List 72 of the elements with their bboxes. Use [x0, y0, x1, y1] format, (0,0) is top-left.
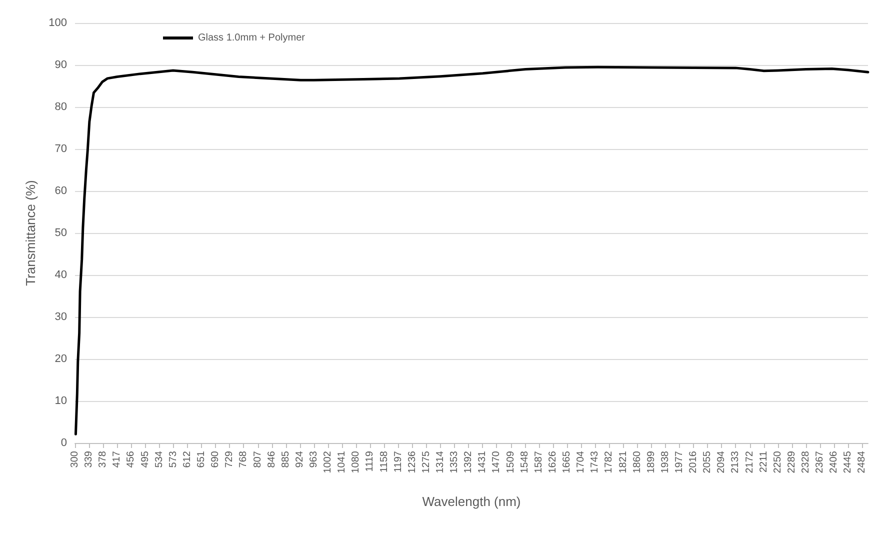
y-tick-label: 90 — [54, 59, 67, 71]
x-tick-label: 963 — [308, 450, 320, 468]
x-tick-label: 2367 — [814, 450, 826, 474]
x-tick-label: 1392 — [463, 450, 474, 474]
x-tick-label: 1782 — [604, 450, 615, 474]
x-tick-label: 2328 — [800, 450, 812, 474]
x-tick-label: 1158 — [378, 450, 390, 473]
x-tick-label: 1041 — [336, 450, 348, 474]
y-tick-label: 10 — [54, 395, 67, 407]
x-tick-label: 378 — [98, 450, 109, 468]
x-tick-label: 729 — [224, 450, 236, 468]
x-tick-label: 2172 — [744, 450, 756, 474]
x-tick-label: 1938 — [660, 450, 671, 474]
x-tick-label: 573 — [168, 450, 179, 468]
x-tick-label: 2289 — [786, 450, 798, 474]
x-tick-label: 456 — [126, 450, 137, 468]
y-axis-title: Transmittance (%) — [23, 180, 38, 286]
x-tick-label: 1548 — [519, 450, 530, 474]
x-tick-label: 1470 — [491, 450, 502, 474]
x-tick-label: 807 — [252, 450, 264, 468]
x-tick-label: 1353 — [449, 450, 460, 474]
x-tick-label: 2211 — [758, 450, 770, 473]
x-tick-label: 1431 — [477, 450, 488, 474]
x-tick-label: 2055 — [702, 450, 714, 474]
x-tick-label: 1860 — [632, 450, 643, 474]
y-tick-label: 40 — [54, 269, 67, 281]
x-tick-label: 651 — [196, 450, 208, 468]
y-tick-label: 80 — [54, 101, 67, 113]
x-tick-label: 885 — [280, 450, 292, 468]
x-tick-label: 690 — [210, 450, 222, 468]
x-tick-label: 768 — [238, 450, 250, 468]
x-tick-label: 1119 — [364, 450, 376, 472]
x-tick-label: 495 — [140, 450, 151, 468]
x-tick-label: 1704 — [576, 450, 587, 474]
y-tick-label: 20 — [54, 353, 67, 365]
x-tick-label: 2445 — [842, 450, 854, 474]
x-tick-label: 534 — [154, 450, 165, 468]
x-tick-label: 2094 — [716, 450, 728, 474]
x-tick-label: 2250 — [772, 450, 784, 474]
x-tick-label: 1743 — [590, 450, 601, 474]
x-tick-label: 1314 — [435, 450, 446, 474]
x-tick-label: 2133 — [730, 450, 742, 474]
y-tick-label: 0 — [60, 437, 67, 449]
x-tick-label: 1626 — [547, 450, 558, 474]
x-tick-label: 1587 — [533, 450, 544, 474]
x-tick-label: 1509 — [505, 450, 516, 474]
x-tick-label: 1002 — [322, 450, 334, 474]
x-tick-label: 417 — [112, 450, 123, 468]
y-tick-label: 30 — [54, 311, 67, 323]
x-tick-label: 1665 — [562, 450, 573, 474]
x-tick-label: 612 — [182, 450, 193, 468]
x-tick-label: 1080 — [350, 450, 362, 474]
x-tick-label: 1236 — [406, 450, 418, 474]
y-tick-label: 50 — [54, 227, 67, 239]
x-tick-label: 2406 — [828, 450, 840, 474]
x-tick-label: 846 — [266, 450, 278, 468]
x-tick-label: 924 — [294, 450, 306, 468]
legend-label: Glass 1.0mm + Polymer — [198, 32, 306, 44]
y-tick-label: 100 — [48, 17, 67, 29]
x-axis-title: Wavelength (nm) — [422, 494, 521, 509]
x-tick-label: 300 — [70, 450, 80, 468]
y-tick-label: 60 — [54, 185, 67, 197]
x-tick-label: 1275 — [420, 450, 432, 474]
line-series — [74, 66, 870, 436]
x-tick-label: 2484 — [856, 450, 868, 474]
x-tick-label: 1821 — [618, 450, 629, 474]
x-tick-label: 339 — [84, 450, 95, 468]
x-tick-label: 1899 — [646, 450, 657, 474]
x-tick-label: 1197 — [392, 450, 404, 473]
y-tick-label: 70 — [54, 143, 67, 155]
x-tick-label: 1977 — [674, 450, 685, 474]
x-tick-label: 2016 — [688, 450, 700, 474]
